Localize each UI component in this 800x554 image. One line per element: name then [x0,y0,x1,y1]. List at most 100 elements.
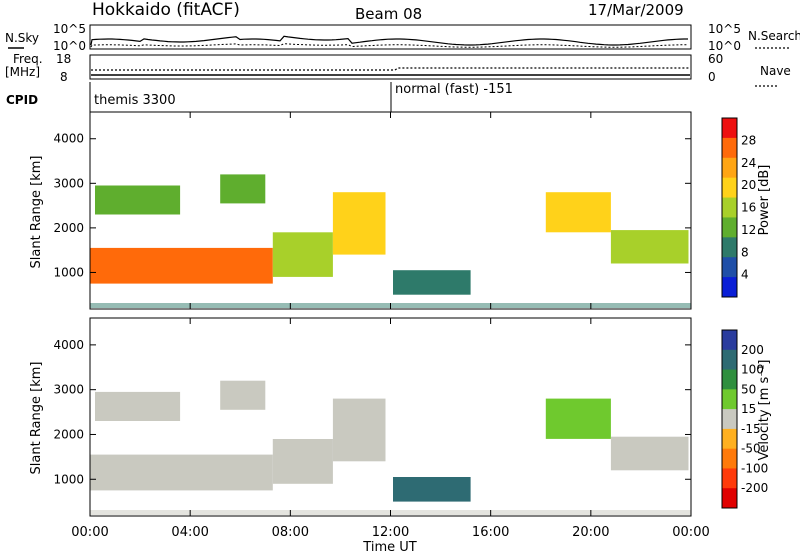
colorbar-tick-label: 8 [741,245,749,259]
colorbar-tick-label: -200 [741,481,768,495]
colorbar-tick-label: 16 [741,201,756,215]
velocity-colorbar-label: Velocity [m s⁻¹] [757,360,772,461]
power-y-axis: 1000 2000 3000 4000 [53,132,691,279]
colorbar-swatch [722,448,737,469]
power-y-label: Slant Range [km] [29,156,44,269]
nave-trace [91,67,690,71]
echo-region [220,174,266,204]
echo-region [220,380,266,410]
colorbar-swatch [722,488,737,509]
echo-region [393,270,471,295]
x-tick-label: 00:00 [71,525,108,540]
noise-left-label: N.Sky [5,31,39,45]
x-tick-label: 08:00 [272,525,309,540]
x-tick-label: 12:00 [372,525,409,540]
colorbar-tick-label: 4 [741,268,749,282]
velocity-y-axis: 1000 2000 3000 4000 [53,338,691,486]
colorbar-swatch [722,428,737,450]
freq-label-2: [MHz] [5,65,40,79]
echo-region [95,185,181,215]
colorbar-tick-label: 15 [741,402,756,416]
nave-tick-bottom: 0 [708,70,716,84]
echo-region [545,398,611,439]
y-tick-label: 3000 [53,176,84,190]
colorbar-swatch [722,257,737,278]
velocity-colorbar: 200 100 50 15 -15 -50 -100 -200 [721,329,768,509]
date-title: 17/Mar/2009 [588,1,684,19]
colorbar-tick-label: 12 [741,223,756,237]
freq-tick-top: 18 [56,52,71,66]
y-tick-label: 4000 [53,338,84,352]
x-tick-label: 04:00 [171,525,208,540]
colorbar-tick-label: 28 [741,133,756,147]
noise-left-tick-top: 10^5 [53,22,86,36]
colorbar-swatch [722,468,737,489]
colorbar-swatch [722,177,737,199]
cpid-panel: CPID themis 3300 normal (fast) -151 [6,82,513,112]
colorbar-swatch [722,197,737,218]
nave-label: Nave [760,64,791,78]
noise-right-label: N.Search [748,29,800,43]
noise-right-tick-top: 10^5 [708,22,741,36]
time-x-axis: 00:00 04:00 08:00 12:00 16:00 20:00 00:00 [71,112,710,540]
echo-region [393,477,471,502]
colorbar-swatch [722,389,737,410]
colorbar-tick-label: 100 [741,363,764,377]
station-title: Hokkaido (fitACF) [92,0,240,20]
noise-right-tick-bottom: 10^0 [708,39,741,53]
colorbar-swatch [722,349,737,371]
colorbar-tick-label: 20 [741,178,756,192]
colorbar-tick-label: -15 [741,422,761,436]
cpid-label: CPID [6,93,38,107]
freq-tick-bottom: 8 [60,70,68,84]
colorbar-swatch [722,157,737,179]
x-tick-label: 00:00 [672,525,709,540]
echo-region [272,439,333,484]
velocity-y-label: Slant Range [km] [29,362,44,475]
noise-left-tick-bottom: 10^0 [53,39,86,53]
y-tick-label: 4000 [53,132,84,146]
x-tick-label: 16:00 [472,525,509,540]
echo-region [90,247,273,284]
noise-sky-trace [90,35,688,46]
cpid-segment-2: normal (fast) -151 [395,82,513,97]
echo-region [610,230,689,264]
freq-label-1: Freq. [13,52,43,66]
colorbar-tick-label: 50 [741,382,756,396]
velocity-panel: 1000 2000 3000 4000 Slant Range [km] [29,317,692,517]
echo-region [272,232,333,277]
echo-region [90,454,273,491]
cpid-segment-1: themis 3300 [94,93,176,108]
colorbar-swatch [722,330,737,351]
power-panel: 1000 2000 3000 4000 Slant Range [km] [29,111,692,310]
velocity-echo-data [90,380,691,515]
colorbar-tick-label: -50 [741,442,761,456]
echo-region [610,436,689,471]
colorbar-tick-label: 24 [741,156,756,170]
colorbar-swatch [722,409,737,430]
x-axis-label: Time UT [362,540,416,554]
echo-region [332,192,386,255]
power-colorbar-label: Power [dB] [757,165,772,236]
x-tick-label: 20:00 [572,525,609,540]
colorbar-swatch [722,277,737,298]
echo-region [332,398,386,462]
beam-title: Beam 08 [355,5,422,23]
y-tick-label: 3000 [53,383,84,397]
y-tick-label: 1000 [53,265,84,279]
y-tick-label: 2000 [53,427,84,441]
colorbar-frame [721,117,738,298]
colorbar-swatch [722,118,737,139]
colorbar-swatch [722,217,737,238]
colorbar-swatch [722,137,737,159]
power-colorbar: 4 8 12 16 20 24 28 [721,117,756,298]
colorbar-tick-label: 200 [741,343,764,357]
noise-panel: N.Sky 10^5 10^0 10^5 10^0 N.Search [5,22,800,53]
power-echo-data [90,174,691,308]
echo-region [95,391,181,421]
nave-tick-top: 60 [708,52,723,66]
colorbar-swatch [722,369,737,390]
colorbar-tick-label: -100 [741,461,768,475]
echo-region [545,192,611,233]
freq-panel: Freq. [MHz] 18 8 60 0 Nave [5,52,791,87]
